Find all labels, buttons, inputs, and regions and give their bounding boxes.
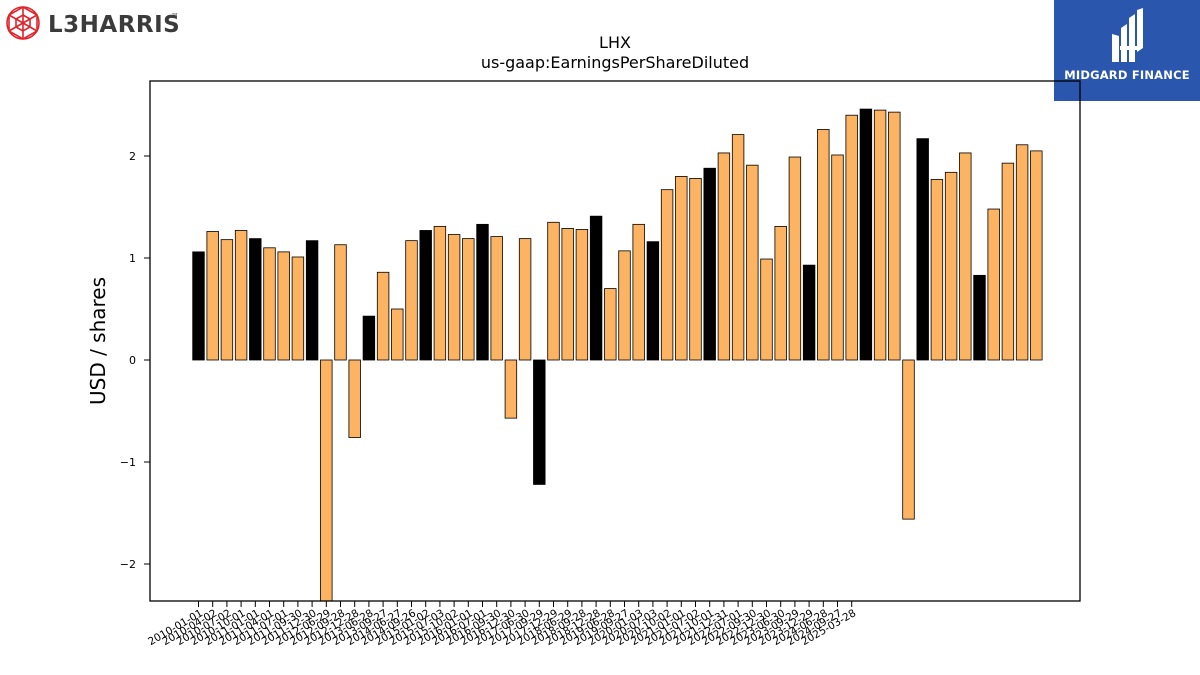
bar bbox=[618, 250, 631, 361]
bar bbox=[575, 229, 589, 361]
bars-group bbox=[192, 108, 1043, 602]
y-axis: −2 −1 0 1 2 bbox=[120, 150, 150, 571]
chart-title: LHX bbox=[599, 33, 631, 52]
bar bbox=[987, 208, 1000, 361]
y-tick-label: 0 bbox=[129, 354, 136, 367]
bar bbox=[589, 215, 603, 361]
bar bbox=[561, 228, 574, 361]
bar bbox=[504, 359, 518, 419]
bar bbox=[234, 230, 248, 361]
bar bbox=[391, 308, 404, 361]
bar bbox=[206, 231, 219, 361]
bar bbox=[675, 175, 688, 361]
bar bbox=[916, 138, 929, 361]
chart-subtitle: us-gaap:EarningsPerShareDiluted bbox=[481, 53, 749, 72]
bar bbox=[930, 179, 944, 361]
y-tick-label: −2 bbox=[120, 558, 136, 571]
bar bbox=[305, 240, 319, 361]
bar bbox=[533, 359, 546, 485]
l3harris-logo-text: L3HARRIS bbox=[48, 12, 180, 38]
y-axis-label: USD / shares bbox=[86, 277, 110, 405]
bar bbox=[973, 274, 986, 361]
y-tick-label: 2 bbox=[129, 150, 136, 163]
bar bbox=[263, 247, 276, 361]
bar bbox=[249, 238, 262, 361]
bar bbox=[291, 256, 305, 361]
l3harris-globe-icon: L3HARRIS ™ bbox=[6, 6, 180, 40]
bar bbox=[433, 225, 447, 361]
bar bbox=[703, 167, 716, 361]
bar bbox=[192, 251, 205, 361]
bar bbox=[802, 264, 816, 361]
y-tick-label: −1 bbox=[120, 456, 136, 469]
plot-frame bbox=[149, 80, 1081, 602]
bar bbox=[817, 129, 830, 361]
bar bbox=[873, 109, 887, 361]
x-axis: 2010-01-012010-04-022010-07-022010-10-01… bbox=[146, 601, 858, 648]
bar bbox=[1001, 162, 1015, 361]
midgard-emblem-icon bbox=[1112, 8, 1143, 62]
bar bbox=[845, 114, 858, 361]
bar bbox=[959, 152, 972, 361]
bar bbox=[1015, 144, 1029, 361]
bar bbox=[888, 111, 901, 361]
bar bbox=[944, 171, 958, 361]
bar bbox=[831, 154, 844, 361]
bar bbox=[632, 223, 645, 361]
bar bbox=[547, 221, 560, 361]
bar bbox=[476, 223, 489, 361]
bar bbox=[774, 225, 787, 361]
bar bbox=[419, 230, 432, 361]
bar bbox=[447, 234, 461, 361]
bar bbox=[376, 271, 390, 361]
l3harris-logo: L3HARRIS ™ bbox=[0, 0, 200, 46]
bar bbox=[462, 238, 475, 361]
bar bbox=[348, 359, 361, 438]
bar bbox=[518, 238, 532, 361]
midgard-finance-logo: MIDGARD FINANCE bbox=[1054, 0, 1200, 101]
bar bbox=[902, 359, 915, 520]
bar bbox=[760, 258, 773, 361]
bar bbox=[362, 315, 376, 361]
bar bbox=[604, 288, 617, 361]
bar bbox=[746, 164, 759, 361]
bar bbox=[220, 239, 234, 361]
bar bbox=[717, 152, 731, 361]
bar bbox=[859, 108, 873, 361]
bar bbox=[320, 359, 333, 602]
bar bbox=[1030, 150, 1043, 361]
bar bbox=[405, 240, 418, 361]
y-tick-label: 1 bbox=[129, 252, 136, 265]
bar bbox=[277, 251, 290, 361]
bar bbox=[660, 189, 674, 361]
bar bbox=[689, 178, 702, 361]
bar bbox=[731, 134, 745, 361]
bar bbox=[788, 156, 802, 361]
bar bbox=[334, 244, 347, 361]
midgard-finance-logo-text: MIDGARD FINANCE bbox=[1064, 68, 1190, 82]
bar bbox=[646, 241, 660, 361]
l3harris-logo-tm: ™ bbox=[171, 12, 179, 21]
bar bbox=[490, 236, 503, 361]
